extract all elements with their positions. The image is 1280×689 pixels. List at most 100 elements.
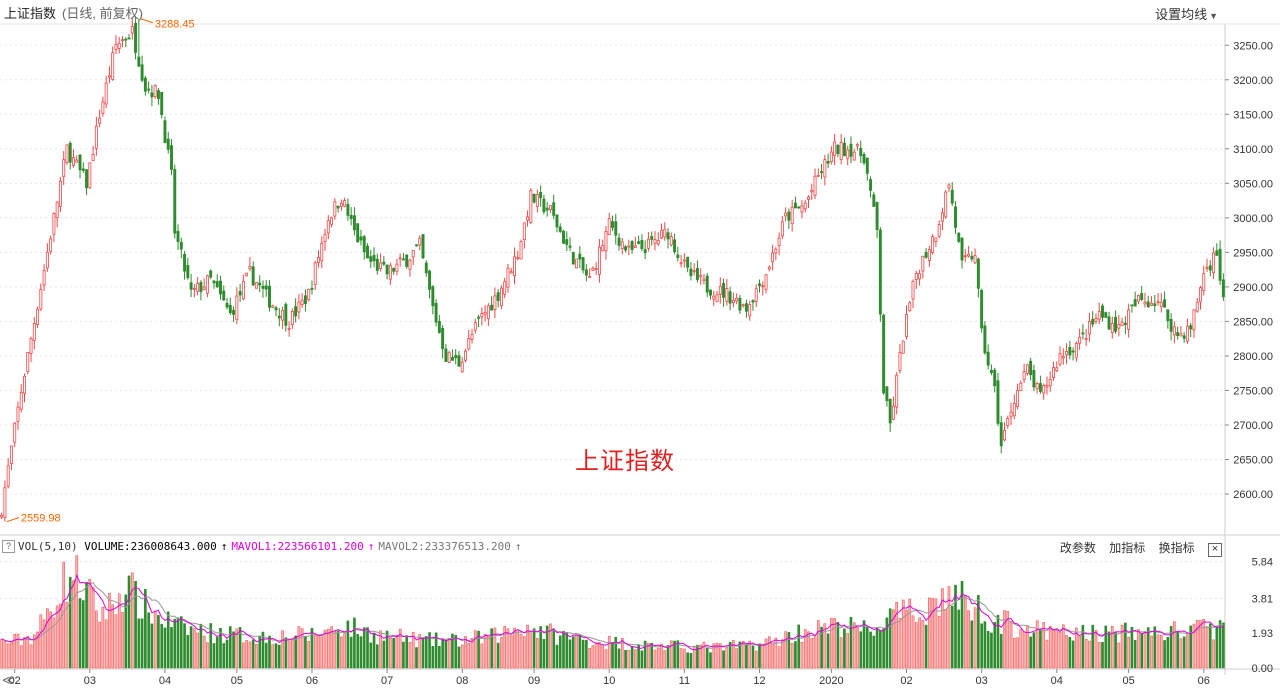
candle-body xyxy=(300,299,304,306)
volume-bar xyxy=(1166,637,1170,669)
candle-body xyxy=(1101,305,1104,318)
candle-body xyxy=(1189,325,1193,330)
candle-body xyxy=(630,240,634,250)
volume-bar xyxy=(1153,626,1157,669)
volume-bar xyxy=(1055,628,1059,669)
candle-body xyxy=(369,256,373,262)
candle-body xyxy=(914,273,918,280)
candle-body xyxy=(633,245,637,248)
volume-bar xyxy=(176,617,180,669)
volume-bar xyxy=(78,598,82,669)
volume-bar xyxy=(379,630,382,669)
candle-body xyxy=(6,465,10,487)
volume-bar xyxy=(26,636,30,669)
volume-bar xyxy=(598,642,601,669)
ma-setting-button[interactable]: 设置均线 ▼ xyxy=(1155,4,1218,23)
candle-body xyxy=(170,145,173,170)
candle-body xyxy=(490,304,494,311)
candle-body xyxy=(1022,371,1026,380)
volume-bar xyxy=(666,645,670,669)
candle-body xyxy=(862,154,866,164)
candle-body xyxy=(673,239,677,252)
volume-bar xyxy=(209,623,213,669)
candle-body xyxy=(55,201,59,219)
candle-body xyxy=(646,238,650,249)
candle-body xyxy=(16,406,20,422)
volume-bar xyxy=(251,639,255,669)
volume-bar xyxy=(810,638,814,669)
volume-bar xyxy=(1163,640,1166,669)
volume-bar xyxy=(647,642,650,669)
volume-bar xyxy=(467,643,471,669)
candle-body xyxy=(526,216,530,221)
volume-bar xyxy=(745,644,748,669)
candle-body xyxy=(771,252,775,263)
close-icon[interactable]: × xyxy=(1208,543,1222,557)
candle-body xyxy=(127,37,131,40)
volume-bar xyxy=(353,617,356,669)
volume-bar xyxy=(973,607,977,669)
candle-body xyxy=(1123,322,1127,325)
candle-body xyxy=(506,267,510,288)
add-indicator-button[interactable]: 加指标 xyxy=(1109,541,1146,555)
volume-bar xyxy=(1222,622,1225,669)
candle-body xyxy=(199,282,203,293)
candle-body xyxy=(486,305,490,320)
volume-bar xyxy=(193,628,196,669)
volume-bar xyxy=(6,643,10,669)
candle-body xyxy=(388,265,392,280)
volume-bar xyxy=(173,618,177,669)
candle-body xyxy=(1029,360,1033,376)
volume-bar xyxy=(72,580,75,669)
candle-body xyxy=(643,249,647,254)
volume-bar xyxy=(477,630,480,669)
candle-body xyxy=(238,291,242,296)
candle-body xyxy=(532,193,536,203)
volume-bar xyxy=(179,616,183,669)
volume-bar xyxy=(1110,625,1114,669)
volume-bar xyxy=(333,631,337,669)
candle-body xyxy=(836,144,840,155)
candle-body xyxy=(513,256,516,277)
modify-params-button[interactable]: 改参数 xyxy=(1059,541,1096,555)
candle-body xyxy=(401,258,405,261)
volume-bar xyxy=(294,635,297,669)
scroll-left-icon[interactable]: ≪ xyxy=(2,673,15,687)
candle-body xyxy=(268,285,271,308)
volume-bar xyxy=(1169,626,1173,669)
volume-bar xyxy=(255,643,258,669)
candle-body xyxy=(166,138,170,150)
volume-bar xyxy=(522,636,526,669)
volume-bar xyxy=(967,610,970,669)
volume-bar xyxy=(268,635,271,669)
price-tick-label: 2950.00 xyxy=(1233,247,1273,259)
candle-body xyxy=(241,281,245,300)
switch-indicator-button[interactable]: 换指标 xyxy=(1158,541,1195,555)
candle-body xyxy=(1202,273,1206,291)
candle-body xyxy=(88,162,92,189)
candle-body xyxy=(744,303,748,312)
volume-bar xyxy=(470,638,474,669)
chart-title: 上证指数 (日线, 前复权) xyxy=(4,3,143,22)
volume-bar xyxy=(1101,642,1104,669)
candle-body xyxy=(189,282,193,290)
candle-body xyxy=(1110,323,1114,333)
help-icon[interactable]: ? xyxy=(2,540,15,553)
candle-body xyxy=(901,340,905,354)
candle-body xyxy=(539,192,543,199)
candle-body xyxy=(689,268,693,277)
candle-body xyxy=(816,174,820,177)
volume-bar xyxy=(460,644,464,669)
up-arrow-icon: ↑ xyxy=(514,540,522,553)
candle-body xyxy=(1061,356,1065,359)
volume-bar xyxy=(206,642,209,669)
volume-tick-label: 0.00 xyxy=(1252,663,1273,675)
candle-body xyxy=(888,398,892,424)
candle-body xyxy=(650,236,654,240)
candle-body xyxy=(597,246,601,275)
candle-body xyxy=(405,254,409,267)
volume-bar xyxy=(59,603,62,669)
volume-bar xyxy=(418,634,422,669)
candle-body xyxy=(339,202,343,207)
